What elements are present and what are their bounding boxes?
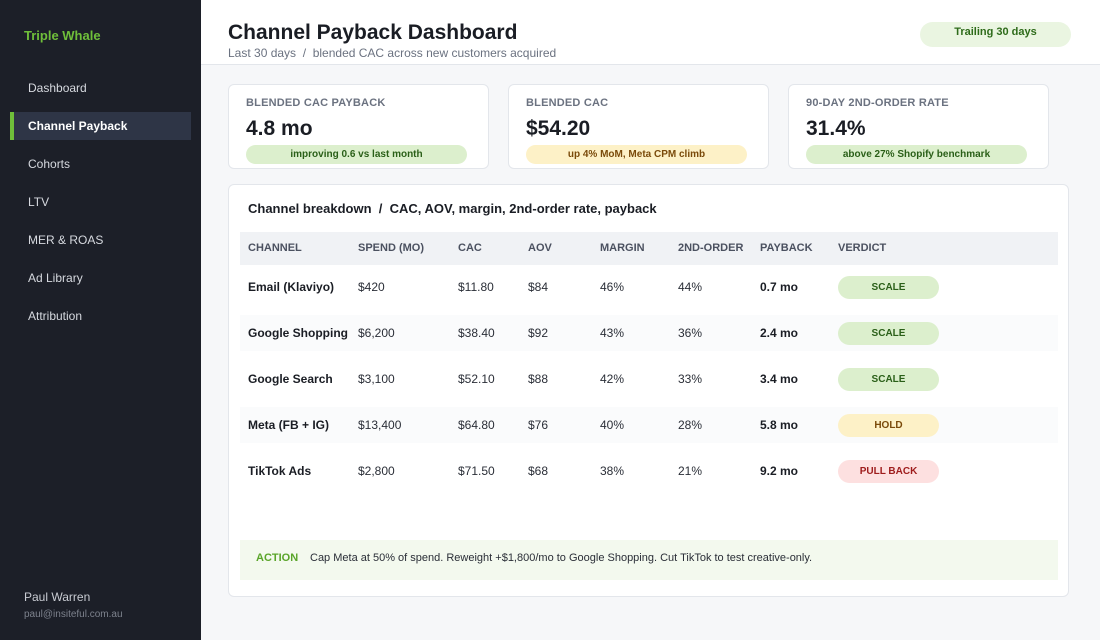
cell-cac: $38.40 xyxy=(458,326,495,340)
verdict-badge: SCALE xyxy=(838,276,939,299)
brand-logo-text[interactable]: Triple Whale xyxy=(24,28,101,43)
table-row[interactable]: Google Search $3,100 $52.10 $88 42% 33% … xyxy=(240,361,1058,397)
cell-margin: 46% xyxy=(600,280,625,294)
column-header-second-order[interactable]: 2ND-ORDER xyxy=(678,242,744,254)
table-row[interactable]: Email (Klaviyo) $420 $11.80 $84 46% 44% … xyxy=(240,269,1058,305)
cell-second-order: 21% xyxy=(678,464,703,478)
cell-aov: $68 xyxy=(528,464,549,478)
table-row[interactable]: Meta (FB + IG) $13,400 $64.80 $76 40% 28… xyxy=(240,407,1058,443)
channel-breakdown-panel: Channel breakdown / CAC, AOV, margin, 2n… xyxy=(228,184,1069,597)
sidebar-item-mer-roas[interactable]: MER & ROAS xyxy=(28,233,104,247)
panel-title: Channel breakdown / CAC, AOV, margin, 2n… xyxy=(248,201,657,216)
column-header-spend[interactable]: SPEND (MO) xyxy=(358,242,424,254)
cell-payback: 2.4 mo xyxy=(760,326,799,340)
kpi-card-second-order-rate: 90-DAY 2ND-ORDER RATE 31.4% above 27% Sh… xyxy=(788,84,1049,169)
cell-second-order: 33% xyxy=(678,372,703,386)
page-title: Channel Payback Dashboard xyxy=(228,21,518,44)
cell-payback: 3.4 mo xyxy=(760,372,799,386)
sidebar-item-ad-library[interactable]: Ad Library xyxy=(28,271,83,285)
sidebar-nav: Dashboard Channel Payback Cohorts LTV ME… xyxy=(10,74,191,340)
cell-spend: $3,100 xyxy=(358,372,395,386)
cell-channel: Meta (FB + IG) xyxy=(248,418,330,432)
sidebar-item-channel-payback[interactable]: Channel Payback xyxy=(10,112,191,140)
cell-spend: $6,200 xyxy=(358,326,395,340)
cell-spend: $2,800 xyxy=(358,464,395,478)
kpi-note: up 4% MoM, Meta CPM climb xyxy=(526,145,747,164)
kpi-note: above 27% Shopify benchmark xyxy=(806,145,1027,164)
kpi-note: improving 0.6 vs last month xyxy=(246,145,467,164)
cell-cac: $71.50 xyxy=(458,464,495,478)
column-header-margin[interactable]: MARGIN xyxy=(600,242,645,254)
user-email: paul@insiteful.com.au xyxy=(24,609,123,620)
kpi-value: $54.20 xyxy=(526,117,591,140)
cell-cac: $52.10 xyxy=(458,372,495,386)
cell-payback: 9.2 mo xyxy=(760,464,799,478)
cell-aov: $76 xyxy=(528,418,549,432)
kpi-label: BLENDED CAC PAYBACK xyxy=(246,97,386,109)
cell-spend: $13,400 xyxy=(358,418,402,432)
cell-aov: $88 xyxy=(528,372,549,386)
cell-payback: 5.8 mo xyxy=(760,418,799,432)
table-header: CHANNEL SPEND (MO) CAC AOV MARGIN 2ND-OR… xyxy=(240,232,1058,265)
verdict-badge: PULL BACK xyxy=(838,460,939,483)
verdict-badge: SCALE xyxy=(838,322,939,345)
cell-channel: TikTok Ads xyxy=(248,464,312,478)
sidebar-item-ltv[interactable]: LTV xyxy=(28,195,50,209)
page-header: Channel Payback Dashboard Last 30 days /… xyxy=(201,0,1100,65)
sidebar-item-cohorts[interactable]: Cohorts xyxy=(28,157,71,171)
kpi-card-cac-payback: BLENDED CAC PAYBACK 4.8 mo improving 0.6… xyxy=(228,84,489,169)
verdict-badge: SCALE xyxy=(838,368,939,391)
date-range-pill[interactable]: Trailing 30 days xyxy=(920,22,1071,47)
kpi-value: 4.8 mo xyxy=(246,117,313,140)
cell-margin: 40% xyxy=(600,418,625,432)
column-header-verdict[interactable]: VERDICT xyxy=(838,242,887,254)
cell-channel: Google Search xyxy=(248,372,333,386)
kpi-label: 90-DAY 2ND-ORDER RATE xyxy=(806,97,949,109)
cell-cac: $64.80 xyxy=(458,418,495,432)
sidebar-item-dashboard[interactable]: Dashboard xyxy=(28,81,87,95)
cell-spend: $420 xyxy=(358,280,385,294)
cell-aov: $92 xyxy=(528,326,549,340)
column-header-payback[interactable]: PAYBACK xyxy=(760,242,813,254)
verdict-badge: HOLD xyxy=(838,414,939,437)
page-subtitle: Last 30 days / blended CAC across new cu… xyxy=(228,46,557,60)
cell-payback: 0.7 mo xyxy=(760,280,799,294)
cell-second-order: 44% xyxy=(678,280,703,294)
column-header-cac[interactable]: CAC xyxy=(458,242,482,254)
action-label: ACTION xyxy=(256,552,299,564)
table-row[interactable]: Google Shopping $6,200 $38.40 $92 43% 36… xyxy=(240,315,1058,351)
cell-cac: $11.80 xyxy=(458,280,494,294)
column-header-channel[interactable]: CHANNEL xyxy=(248,242,302,254)
cell-margin: 38% xyxy=(600,464,625,478)
kpi-label: BLENDED CAC xyxy=(526,97,609,109)
cell-channel: Email (Klaviyo) xyxy=(248,280,335,294)
table-row[interactable]: TikTok Ads $2,800 $71.50 $68 38% 21% 9.2… xyxy=(240,453,1058,489)
cell-second-order: 28% xyxy=(678,418,703,432)
cell-second-order: 36% xyxy=(678,326,703,340)
action-callout: ACTION Cap Meta at 50% of spend. Reweigh… xyxy=(240,540,1058,580)
action-text: Cap Meta at 50% of spend. Reweight +$1,8… xyxy=(310,552,813,564)
user-name: Paul Warren xyxy=(24,590,91,604)
cell-margin: 42% xyxy=(600,372,625,386)
sidebar-item-attribution[interactable]: Attribution xyxy=(28,309,83,323)
cell-channel: Google Shopping xyxy=(248,326,348,340)
cell-margin: 43% xyxy=(600,326,625,340)
cell-aov: $84 xyxy=(528,280,549,294)
kpi-card-blended-cac: BLENDED CAC $54.20 up 4% MoM, Meta CPM c… xyxy=(508,84,769,169)
kpi-value: 31.4% xyxy=(806,117,866,140)
column-header-aov[interactable]: AOV xyxy=(528,242,552,254)
sidebar: Triple Whale Dashboard Channel Payback C… xyxy=(0,0,201,640)
